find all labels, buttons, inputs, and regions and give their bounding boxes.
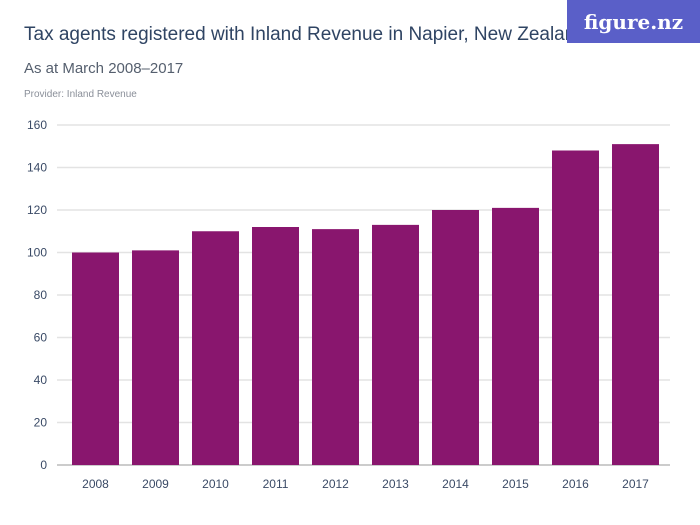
chart-title: Tax agents registered with Inland Revenu… [24, 24, 586, 45]
x-tick-label: 2015 [502, 477, 529, 491]
y-tick-label: 0 [40, 458, 47, 472]
bar-2015 [492, 207, 539, 465]
x-tick-label: 2013 [382, 477, 409, 491]
y-tick-label: 120 [27, 203, 47, 217]
x-tick-label: 2010 [202, 477, 229, 491]
bar-2011 [252, 227, 299, 465]
y-tick-label: 20 [34, 416, 48, 430]
bar-2008 [72, 252, 119, 465]
bar-2012 [312, 229, 359, 465]
bar-2017 [612, 144, 659, 465]
y-tick-label: 160 [27, 118, 47, 132]
figure-nz-logo[interactable]: figure.nz [567, 0, 700, 43]
x-tick-label: 2008 [82, 477, 109, 491]
chart-subtitle: As at March 2008–2017 [24, 60, 184, 77]
y-tick-label: 140 [27, 161, 47, 175]
x-tick-label: 2011 [263, 477, 289, 491]
bar-2009 [132, 250, 179, 465]
x-tick-label: 2017 [622, 477, 649, 491]
bar-2013 [372, 224, 419, 465]
y-tick-label: 80 [34, 288, 48, 302]
x-tick-label: 2014 [442, 477, 469, 491]
bar-2014 [432, 210, 479, 465]
bar-2016 [552, 150, 599, 465]
x-tick-label: 2016 [562, 477, 589, 491]
bar-2010 [192, 231, 239, 465]
x-tick-label: 2009 [142, 477, 169, 491]
y-tick-label: 40 [34, 373, 48, 387]
x-tick-label: 2012 [322, 477, 349, 491]
y-tick-label: 60 [34, 331, 48, 345]
y-tick-label: 100 [27, 246, 47, 260]
provider-label: Provider: Inland Revenue [24, 89, 137, 100]
